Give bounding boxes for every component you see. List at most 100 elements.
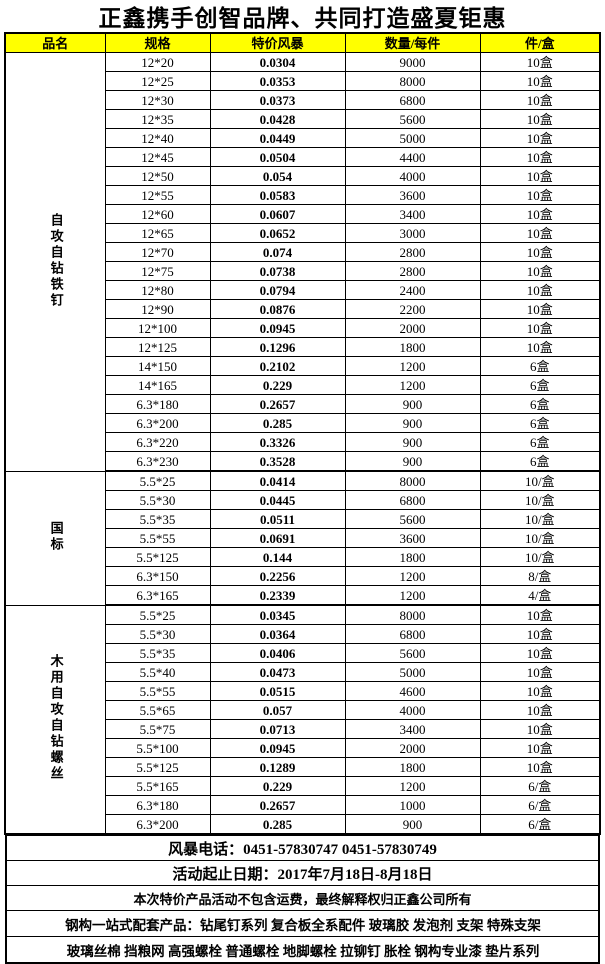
spec-cell: 12*90: [104, 299, 211, 319]
quantity-cell: 8000: [344, 71, 481, 91]
quantity-cell: 8000: [344, 470, 481, 491]
quantity-cell: 5000: [344, 662, 481, 682]
quantity-cell: 3600: [344, 528, 481, 548]
packing-cell: 10盒: [479, 261, 601, 281]
price-cell: 0.285: [209, 413, 346, 433]
packing-cell: 10/盒: [479, 509, 601, 529]
spec-cell: 12*20: [104, 52, 211, 72]
price-cell: 0.0414: [209, 470, 346, 491]
packing-cell: 6盒: [479, 413, 601, 433]
table-row: 12*70 0.074 2800 10盒: [5, 242, 601, 262]
spec-cell: 14*165: [104, 375, 211, 395]
table-row: 5.5*125 0.144 1800 10/盒: [5, 547, 601, 567]
price-cell: 0.0583: [209, 185, 346, 205]
packing-cell: 10盒: [479, 280, 601, 300]
quantity-cell: 2200: [344, 299, 481, 319]
price-cell: 0.057: [209, 700, 346, 720]
quantity-cell: 900: [344, 451, 481, 472]
quantity-cell: 3600: [344, 185, 481, 205]
table-row: 12*100 0.0945 2000 10盒: [5, 318, 601, 338]
price-cell: 0.0504: [209, 147, 346, 167]
price-cell: 0.0364: [209, 624, 346, 644]
table-row: 5.5*30 0.0364 6800 10盒: [5, 624, 601, 644]
column-header-spec: 规格: [104, 32, 211, 53]
price-cell: 0.2339: [209, 585, 346, 606]
spec-cell: 5.5*55: [104, 681, 211, 701]
category-label: 国标: [48, 521, 64, 553]
spec-cell: 6.3*220: [104, 432, 211, 452]
spec-cell: 12*70: [104, 242, 211, 262]
footer-row-list-2: 玻璃丝棉 挡粮网 高强螺栓 普通螺栓 地脚螺栓 拉铆钉 胀栓 钢构专业漆 垫片系…: [5, 936, 600, 964]
packing-cell: 10盒: [479, 681, 601, 701]
column-header-price: 特价风暴: [209, 32, 346, 53]
price-cell: 0.0304: [209, 52, 346, 72]
packing-cell: 10盒: [479, 299, 601, 319]
packing-cell: 6/盒: [479, 795, 601, 815]
spec-cell: 12*80: [104, 280, 211, 300]
packing-cell: 6盒: [479, 451, 601, 472]
packing-cell: 10盒: [479, 109, 601, 129]
quantity-cell: 2000: [344, 738, 481, 758]
packing-cell: 10盒: [479, 71, 601, 91]
price-cell: 0.144: [209, 547, 346, 567]
packing-cell: 10/盒: [479, 470, 601, 491]
table-row: 6.3*230 0.3528 900 6盒: [5, 451, 601, 472]
price-cell: 0.0353: [209, 71, 346, 91]
price-cell: 0.0607: [209, 204, 346, 224]
promo-date-range: 活动起止日期：2017年7月18日-8月18日: [5, 860, 600, 886]
price-cell: 0.0794: [209, 280, 346, 300]
quantity-cell: 5600: [344, 509, 481, 529]
spec-cell: 12*25: [104, 71, 211, 91]
spec-cell: 12*100: [104, 318, 211, 338]
quantity-cell: 2000: [344, 318, 481, 338]
packing-cell: 10盒: [479, 643, 601, 663]
quantity-cell: 3400: [344, 719, 481, 739]
packing-cell: 8/盒: [479, 566, 601, 586]
packing-cell: 10盒: [479, 128, 601, 148]
packing-cell: 10盒: [479, 757, 601, 777]
table-row: 5.5*30 0.0445 6800 10/盒: [5, 490, 601, 510]
spec-cell: 5.5*125: [104, 547, 211, 567]
spec-cell: 5.5*35: [104, 643, 211, 663]
quantity-cell: 900: [344, 432, 481, 452]
price-cell: 0.0428: [209, 109, 346, 129]
packing-cell: 10盒: [479, 604, 601, 625]
spec-cell: 5.5*30: [104, 624, 211, 644]
spec-cell: 5.5*35: [104, 509, 211, 529]
price-cell: 0.0691: [209, 528, 346, 548]
spec-cell: 5.5*100: [104, 738, 211, 758]
quantity-cell: 8000: [344, 604, 481, 625]
column-header-pack: 件/盒: [479, 32, 601, 53]
price-cell: 0.0445: [209, 490, 346, 510]
quantity-cell: 1000: [344, 795, 481, 815]
packing-cell: 10盒: [479, 242, 601, 262]
quantity-cell: 1800: [344, 337, 481, 357]
price-cell: 0.229: [209, 776, 346, 796]
table-row: 6.3*200 0.285 900 6/盒: [5, 814, 601, 835]
price-cell: 0.0945: [209, 318, 346, 338]
quantity-cell: 1200: [344, 585, 481, 606]
price-cell: 0.0449: [209, 128, 346, 148]
spec-cell: 5.5*25: [104, 604, 211, 625]
spec-cell: 12*30: [104, 90, 211, 110]
table-header: 品名 规格 特价风暴 数量/每件 件/盒: [4, 32, 601, 53]
contact-phone: 风暴电话：0451-57830747 0451-57830749: [5, 835, 600, 861]
table-row: 5.5*35 0.0511 5600 10/盒: [5, 509, 601, 529]
packing-cell: 6盒: [479, 356, 601, 376]
category-label: 木用自攻自钻螺丝: [48, 654, 64, 783]
table-row: 12*125 0.1296 1800 10盒: [5, 337, 601, 357]
table-row: 12*40 0.0449 5000 10盒: [5, 128, 601, 148]
price-cell: 0.0945: [209, 738, 346, 758]
quantity-cell: 2400: [344, 280, 481, 300]
spec-cell: 14*150: [104, 356, 211, 376]
spec-cell: 6.3*165: [104, 585, 211, 606]
packing-cell: 10盒: [479, 204, 601, 224]
quantity-cell: 3400: [344, 204, 481, 224]
category-cell: 木用自攻自钻螺丝: [4, 604, 106, 835]
price-cell: 0.1296: [209, 337, 346, 357]
spec-cell: 5.5*65: [104, 700, 211, 720]
packing-cell: 10盒: [479, 147, 601, 167]
spec-cell: 12*65: [104, 223, 211, 243]
quantity-cell: 1800: [344, 547, 481, 567]
category-cell: 国标: [4, 470, 106, 606]
